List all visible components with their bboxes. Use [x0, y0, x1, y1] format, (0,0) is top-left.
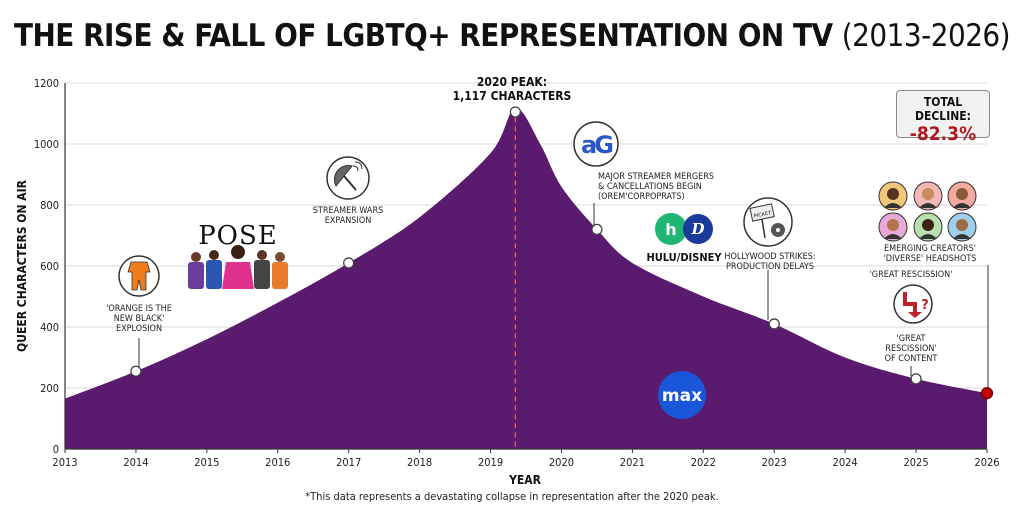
x-axis-label: YEAR	[508, 473, 542, 487]
x-tick-2014: 2014	[123, 456, 148, 469]
title-years: (2013-2026)	[841, 18, 1011, 54]
pose-logo: POSE	[188, 221, 288, 289]
end-marker	[980, 387, 994, 400]
annotation-creators: EMERGING CREATORS' 'DIVERSE' HEADSHOTS	[884, 244, 977, 264]
annotations: 'ORANGE IS THE NEW BLACK' EXPLOSION STREAM…	[106, 172, 976, 364]
annotation-streamer-wars: STREAMER WARS EXPANSION	[313, 206, 383, 226]
svg-text:D: D	[690, 220, 704, 238]
axes	[64, 83, 987, 450]
peak-label-line1: 2020 PEAK:	[477, 75, 547, 89]
x-tick-2017: 2017	[336, 456, 361, 469]
x-tick-2015: 2015	[194, 456, 219, 469]
annotation-great-rescission: 'GREAT RESCISSION'	[870, 270, 953, 280]
satellite-dish-icon	[326, 156, 370, 200]
headshot-body-3	[884, 234, 902, 239]
footnote: *This data represents a devastating coll…	[305, 490, 719, 503]
data-marker-4	[768, 318, 780, 330]
headshot-face-2	[956, 188, 968, 200]
y-tick-200: 200	[40, 382, 59, 395]
svg-text:PICKET: PICKET	[753, 210, 772, 220]
data-marker-1	[343, 257, 355, 269]
data-markers	[130, 106, 994, 400]
y-tick-800: 800	[40, 199, 59, 212]
data-marker-3	[591, 223, 603, 236]
x-tick-2026: 2026	[974, 456, 999, 469]
title-main: THE RISE & FALL OF LGBTQ+ REPRESENTATION…	[13, 18, 833, 54]
y-tick-0: 0	[53, 443, 59, 456]
chart-title: THE RISE & FALL OF LGBTQ+ REPRESENTATION…	[0, 18, 1024, 54]
y-ticks: 0 200 400 600 800 1000 1200	[34, 77, 59, 456]
headshot-body-2	[953, 203, 971, 208]
y-tick-600: 600	[40, 260, 59, 273]
broken-arrow-icon: ?	[893, 284, 933, 324]
headshot-face-3	[887, 219, 899, 231]
hulu-disney-logos: h D HULU/DISNEY	[646, 213, 722, 264]
svg-text:h: h	[665, 220, 676, 239]
y-tick-1000: 1000	[34, 138, 59, 151]
hulu-icon	[655, 213, 687, 245]
creator-headshots	[878, 181, 977, 242]
x-tick-2021: 2021	[620, 456, 645, 469]
x-tick-2016: 2016	[265, 456, 290, 469]
area-series	[65, 108, 987, 449]
x-tick-2013: 2013	[52, 456, 77, 469]
headshot-body-5	[953, 234, 971, 239]
jumpsuit-icon	[118, 255, 160, 297]
pose-cast-figures	[188, 245, 288, 289]
peak-label-line2: 1,117 CHARACTERS	[453, 89, 572, 103]
headshot-face-5	[956, 219, 968, 231]
total-decline-value: -82.3%	[909, 123, 977, 145]
y-tick-400: 400	[40, 321, 59, 334]
x-tick-2025: 2025	[903, 456, 928, 469]
headshot-face-1	[922, 188, 934, 200]
total-decline-label: TOTAL DECLINE:	[915, 95, 971, 123]
annotation-oitnb: 'ORANGE IS THE NEW BLACK' EXPLOSION	[106, 304, 172, 334]
headshot-body-1	[919, 203, 937, 208]
headshot-body-4	[919, 234, 937, 239]
y-tick-1200: 1200	[34, 77, 59, 90]
data-marker-0	[130, 365, 142, 377]
data-marker-5	[910, 373, 922, 385]
total-decline-box: TOTAL DECLINE: -82.3%	[896, 90, 990, 145]
disney-icon	[683, 214, 713, 244]
svg-text:?: ?	[921, 298, 929, 313]
hulu-disney-label: HULU/DISNEY	[646, 251, 722, 264]
svg-text:max: max	[662, 386, 702, 406]
x-tick-2018: 2018	[407, 456, 432, 469]
x-ticks: 2013 2014 2015 2016 2017 2018 2019 2020 2021 2022…	[52, 449, 1000, 469]
x-tick-2019: 2019	[478, 456, 503, 469]
picket-sign-icon: PICKET	[743, 197, 793, 247]
annotation-mergers: MAJOR STREAMER MERGERS & CANCELLATIONS BE…	[598, 172, 714, 202]
x-tick-2020: 2020	[549, 456, 574, 469]
headshot-body-0	[884, 203, 902, 208]
data-marker-2	[509, 106, 522, 118]
annotation-strikes: HOLLYWOOD STRIKES: PRODUCTION DELAYS	[724, 252, 815, 272]
headshot-face-4	[922, 219, 934, 231]
merger-logo-icon: aG	[573, 121, 619, 167]
x-tick-2023: 2023	[762, 456, 787, 469]
y-axis-label: QUEER CHARACTERS ON AIR	[15, 179, 29, 352]
annotation-rescission-content: 'GREAT RESCISSION' OF CONTENT	[885, 334, 938, 364]
x-tick-2024: 2024	[833, 456, 858, 469]
svg-text:aG: aG	[581, 131, 612, 159]
max-logo: max	[658, 371, 706, 419]
headshot-face-0	[887, 188, 899, 200]
leader-lines	[138, 203, 989, 390]
x-tick-2022: 2022	[691, 456, 716, 469]
